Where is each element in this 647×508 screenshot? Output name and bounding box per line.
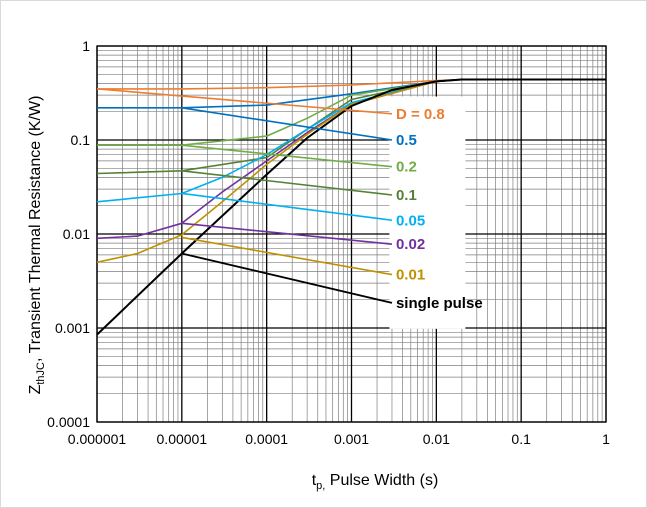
series-leader-line	[181, 252, 393, 304]
x-axis-title: tp, Pulse Width (s)	[312, 472, 439, 492]
series-leader-line	[96, 88, 393, 115]
series-label: 0.5	[396, 132, 417, 149]
x-axis-title-sub: p,	[316, 480, 325, 492]
series-label: single pulse	[396, 295, 483, 312]
series-line	[96, 78, 462, 264]
series-leader-line	[181, 144, 393, 168]
series-labels: D = 0.8 0.5 0.2 0.1 0.05 0.02 0.01 single pulse	[396, 106, 483, 312]
y-tick-label: 0.01	[63, 226, 90, 242]
x-tick-label: 0.001	[334, 431, 369, 447]
y-tick-label: 0.001	[55, 320, 90, 336]
series-leader-line	[181, 107, 393, 141]
y-tick-label: 0.1	[71, 132, 91, 148]
x-tick-label: 0.01	[423, 431, 450, 447]
y-axis-title-sub: thJC	[35, 362, 47, 385]
series-label: 0.05	[396, 212, 425, 229]
series-leader-line	[181, 170, 393, 196]
series-label: 0.1	[396, 187, 417, 204]
y-tick-labels: 0.0001 0.001 0.01 0.1 1	[47, 38, 90, 430]
x-tick-label: 0.1	[511, 431, 531, 447]
series-leader-line	[181, 236, 393, 276]
series-label: 0.01	[396, 267, 425, 284]
x-axis-title-main: t	[312, 472, 317, 489]
x-tick-label: 0.0001	[245, 431, 288, 447]
series-label: 0.02	[396, 236, 425, 253]
series-label: D = 0.8	[396, 106, 445, 123]
y-tick-label: 1	[82, 38, 90, 54]
series-leader-line	[181, 192, 393, 222]
x-tick-labels: 0.000001 0.00001 0.0001 0.001 0.01 0.1 1	[68, 431, 610, 447]
y-axis-title-rest: , Transient Thermal Resistance (K/W)	[27, 96, 44, 362]
series-label: 0.2	[396, 159, 417, 176]
y-tick-label: 0.0001	[47, 414, 90, 430]
x-axis-title-rest: Pulse Width (s)	[325, 472, 438, 489]
series-leader-line	[181, 222, 393, 245]
y-axis-title-main: Z	[27, 384, 44, 394]
plot-border	[96, 45, 607, 423]
series-lines	[96, 78, 606, 336]
series-line	[96, 78, 606, 336]
x-tick-label: 0.00001	[157, 431, 208, 447]
x-tick-label: 0.000001	[68, 431, 127, 447]
x-tick-label: 1	[602, 431, 610, 447]
label-panel	[389, 96, 466, 329]
y-axis-title: ZthJC, Transient Thermal Resistance (K/W…	[27, 96, 47, 395]
